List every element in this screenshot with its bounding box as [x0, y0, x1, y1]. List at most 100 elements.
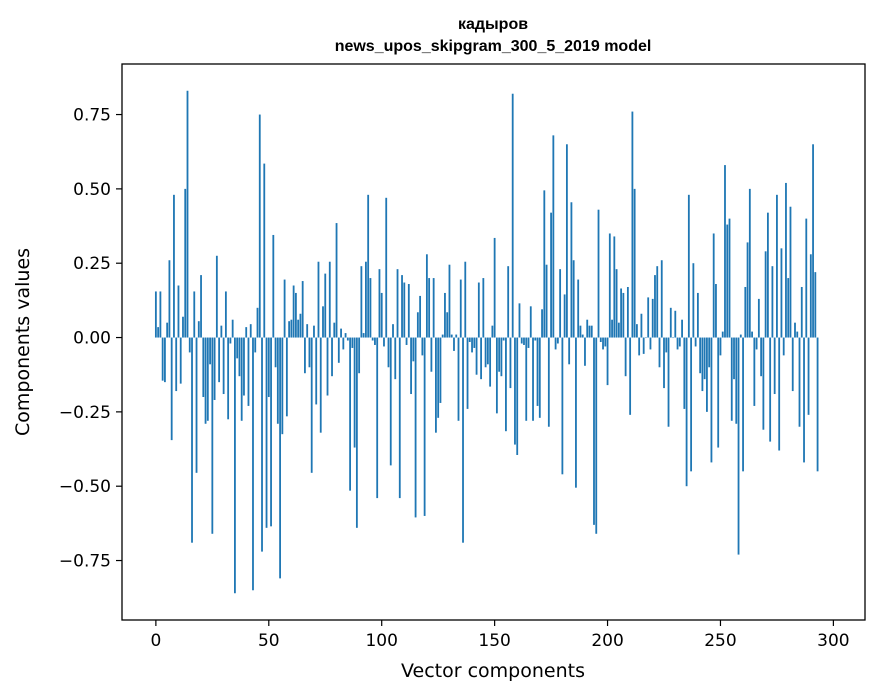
bar-75: [324, 273, 327, 338]
bar-83: [342, 337, 345, 350]
bar-22: [204, 337, 207, 424]
bar-274: [773, 337, 776, 395]
bar-102: [385, 197, 388, 338]
bar-104: [389, 337, 392, 466]
bar-248: [715, 284, 717, 338]
bar-98: [376, 337, 379, 499]
bar-237: [690, 337, 693, 472]
bar-112: [407, 284, 410, 338]
bar-117: [419, 295, 422, 338]
bar-45: [256, 307, 259, 338]
bar-60: [290, 319, 293, 338]
bar-76: [326, 337, 329, 396]
y-tick-label: 0.50: [73, 180, 111, 200]
bar-268: [760, 337, 763, 377]
bar-255: [730, 337, 733, 421]
bar-58: [285, 337, 288, 417]
y-tick-label: 0.25: [73, 254, 111, 274]
bar-80: [335, 223, 338, 338]
bar-88: [353, 337, 356, 448]
bar-32: [227, 337, 230, 420]
bar-50: [267, 337, 270, 398]
bar-202: [611, 319, 613, 338]
bar-219: [649, 337, 652, 350]
bar-31: [224, 291, 227, 338]
bar-215: [640, 313, 643, 338]
bar-289: [807, 337, 810, 415]
bar-116: [416, 312, 419, 338]
bar-185: [572, 260, 575, 338]
bar-220: [651, 298, 654, 338]
bar-174: [547, 337, 550, 427]
bar-188: [579, 325, 582, 338]
bar-122: [430, 337, 433, 372]
bar-148: [489, 337, 492, 387]
bar-198: [602, 337, 604, 350]
bar-111: [405, 337, 408, 345]
bar-21: [202, 337, 205, 398]
bar-214: [638, 337, 641, 356]
bar-243: [703, 337, 706, 380]
bar-11: [179, 337, 182, 384]
bar-286: [800, 286, 803, 338]
bar-110: [403, 282, 406, 338]
bar-92: [362, 333, 365, 338]
bar-141: [473, 337, 476, 348]
bar-47: [261, 337, 263, 552]
bar-164: [525, 337, 528, 421]
bar-273: [771, 266, 774, 338]
bar-177: [554, 337, 557, 350]
bar-281: [789, 206, 792, 338]
bar-33: [229, 337, 232, 344]
bar-99: [378, 269, 381, 338]
bar-180: [561, 337, 564, 475]
bar-59: [288, 321, 291, 338]
chart-title: кадыров: [458, 16, 528, 33]
bar-67: [306, 324, 309, 338]
bar-158: [511, 93, 514, 338]
bar-211: [631, 111, 634, 338]
bar-82: [340, 328, 342, 338]
bar-126: [439, 337, 442, 403]
bar-52: [272, 234, 275, 338]
bar-244: [706, 337, 708, 412]
bar-77: [328, 261, 331, 338]
bar-201: [608, 233, 611, 338]
x-axis-label: Vector components: [401, 660, 585, 682]
bar-271: [766, 212, 769, 338]
bar-23: [206, 337, 209, 421]
bar-120: [425, 254, 428, 338]
bar-85: [346, 337, 349, 341]
bar-132: [453, 337, 455, 351]
bar-241: [699, 337, 702, 374]
bar-195: [595, 337, 598, 534]
bar-161: [518, 303, 521, 338]
bar-39: [243, 337, 245, 396]
bar-118: [421, 337, 424, 356]
bar-259: [739, 334, 742, 338]
bar-181: [563, 294, 566, 338]
y-tick-label: 0.00: [73, 329, 111, 349]
bar-182: [565, 144, 568, 338]
bar-2: [159, 291, 162, 338]
bar-71: [315, 337, 318, 405]
bar-44: [254, 337, 257, 353]
bar-121: [428, 278, 431, 338]
bar-74: [322, 306, 324, 338]
x-tick-label: 50: [258, 631, 280, 651]
bar-107: [396, 269, 399, 338]
bar-167: [532, 337, 534, 421]
x-tick-label: 250: [704, 631, 736, 651]
bar-272: [769, 337, 772, 442]
y-tick-label: −0.75: [59, 552, 111, 572]
bar-238: [692, 263, 695, 338]
bar-62: [294, 292, 297, 338]
bar-212: [633, 188, 636, 338]
bar-51: [270, 337, 272, 527]
bar-140: [471, 337, 473, 353]
bar-78: [331, 337, 333, 377]
bar-200: [606, 337, 609, 386]
bar-6: [168, 260, 171, 338]
bar-150: [493, 237, 496, 338]
bar-234: [683, 337, 686, 409]
